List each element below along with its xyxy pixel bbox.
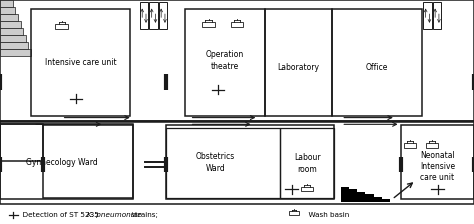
Text: Detection of ST 5235: Detection of ST 5235 bbox=[18, 212, 101, 218]
Bar bbox=[31, 9, 130, 116]
Bar bbox=[341, 187, 349, 202]
Bar bbox=[140, 2, 148, 29]
Bar bbox=[55, 24, 68, 29]
Bar bbox=[349, 190, 357, 202]
Text: Laboratory: Laboratory bbox=[278, 63, 319, 72]
Text: Gynaecology Ward: Gynaecology Ward bbox=[26, 158, 98, 167]
Bar bbox=[0, 0, 474, 121]
Bar bbox=[404, 143, 416, 148]
Bar bbox=[427, 143, 438, 148]
Bar bbox=[423, 2, 432, 29]
Bar bbox=[0, 0, 13, 7]
Bar bbox=[301, 187, 313, 191]
Text: Office: Office bbox=[365, 63, 388, 72]
Bar bbox=[357, 192, 365, 202]
Text: Obstetrics
Ward: Obstetrics Ward bbox=[196, 152, 235, 173]
Bar bbox=[43, 125, 133, 198]
Bar bbox=[433, 2, 441, 29]
Bar bbox=[365, 194, 374, 202]
Bar bbox=[0, 21, 20, 28]
Bar bbox=[0, 49, 31, 56]
Bar bbox=[332, 9, 422, 116]
Bar bbox=[0, 42, 28, 49]
Bar bbox=[265, 9, 332, 116]
Bar bbox=[280, 128, 334, 198]
Bar bbox=[231, 22, 243, 27]
Bar bbox=[374, 197, 382, 202]
Bar bbox=[0, 124, 133, 199]
Text: Intensive care unit: Intensive care unit bbox=[45, 58, 117, 67]
Bar bbox=[202, 22, 215, 27]
Bar bbox=[0, 7, 15, 14]
Bar bbox=[149, 2, 158, 29]
Bar bbox=[0, 14, 18, 21]
Bar bbox=[159, 2, 167, 29]
Bar bbox=[401, 125, 474, 199]
Text: Wash basin: Wash basin bbox=[304, 212, 349, 218]
Text: strains;: strains; bbox=[129, 212, 158, 218]
Bar bbox=[0, 28, 23, 35]
Bar bbox=[185, 9, 265, 116]
Bar bbox=[0, 121, 474, 204]
Text: Operation
theatre: Operation theatre bbox=[206, 50, 244, 71]
Bar bbox=[166, 128, 280, 198]
Bar bbox=[382, 199, 390, 202]
Bar bbox=[166, 125, 334, 199]
Bar bbox=[289, 211, 299, 215]
Text: Labour
room: Labour room bbox=[294, 153, 320, 174]
Text: Neonatal
Intensive
care unit: Neonatal Intensive care unit bbox=[420, 151, 455, 183]
Bar bbox=[0, 124, 43, 161]
Bar bbox=[0, 35, 26, 42]
Text: K. pneumoniae: K. pneumoniae bbox=[87, 212, 142, 218]
